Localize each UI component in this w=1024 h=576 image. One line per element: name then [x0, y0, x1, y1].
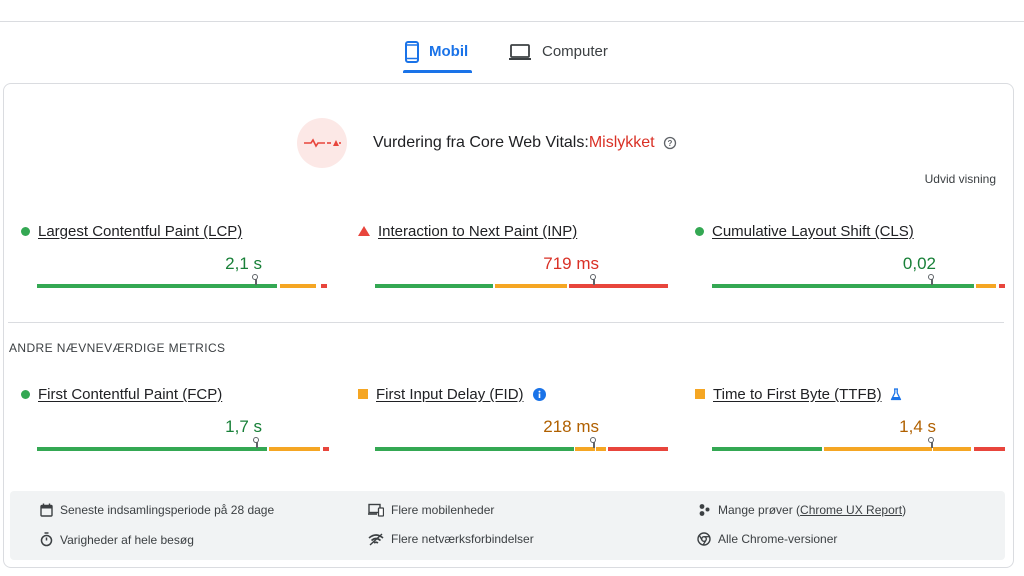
needs-improvement-status-icon — [695, 389, 705, 399]
distribution-bar — [703, 274, 1005, 288]
percentile-marker — [253, 437, 259, 448]
tab-mobile-label: Mobil — [429, 43, 469, 60]
metric-name-link[interactable]: Time to First Byte (TTFB) — [713, 385, 882, 403]
distribution-bar — [366, 274, 668, 288]
distribution-bar — [703, 437, 1005, 451]
footer-item-durations: Varigheder af hele besøg — [40, 532, 194, 547]
expand-view-link[interactable]: Udvid visning — [924, 172, 996, 186]
good-status-icon — [695, 226, 704, 236]
metric-value: 1,7 s — [225, 417, 262, 436]
percentile-marker — [928, 437, 934, 448]
wifi-icon — [368, 532, 384, 546]
footer-text: Flere netværksforbindelser — [391, 532, 534, 546]
tab-mobile[interactable]: Mobil — [403, 30, 473, 73]
percentile-marker — [590, 274, 596, 285]
vitals-card — [3, 83, 1014, 568]
laptop-icon — [508, 43, 532, 61]
distribution-bar — [29, 437, 329, 451]
metric-name-link[interactable]: Largest Contentful Paint (LCP) — [38, 222, 243, 240]
calendar-icon — [40, 503, 53, 517]
distribution-bar — [366, 437, 668, 451]
footer-text-suffix: ) — [902, 503, 907, 517]
other-metrics-heading: ANDRE NÆVNEVÆRDIGE METRICS — [9, 341, 226, 355]
top-divider — [0, 21, 1024, 22]
chrome-icon — [697, 532, 711, 546]
metric-value: 0,02 — [902, 254, 936, 273]
help-icon[interactable]: ? — [663, 136, 677, 150]
metric-name-link[interactable]: First Input Delay (FID) — [376, 385, 524, 403]
metric-value: 719 ms — [543, 254, 599, 273]
metric-value: 1,4 s — [899, 417, 936, 436]
chrome-ux-report-link[interactable]: Chrome UX Report — [800, 503, 903, 517]
tab-computer[interactable]: Computer — [508, 30, 618, 73]
section-divider — [8, 322, 1004, 323]
metric-ttfb: Time to First Byte (TTFB) 1,4 s — [695, 385, 1005, 455]
metric-name-link[interactable]: Cumulative Layout Shift (CLS) — [712, 222, 914, 240]
metric-value: 218 ms — [543, 417, 599, 436]
footer-item-period: Seneste indsamlingsperiode på 28 dage — [40, 503, 274, 517]
metric-fcp: First Contentful Paint (FCP) 1,7 s — [21, 385, 329, 455]
footer-text: Flere mobilenheder — [391, 503, 495, 517]
devices-icon — [368, 503, 384, 517]
poor-status-icon — [358, 226, 370, 236]
info-icon[interactable] — [532, 387, 546, 401]
assessment-title: Vurdering fra Core Web Vitals: — [373, 134, 589, 151]
footer-text: Mange prøver ( — [718, 503, 801, 517]
percentile-marker — [590, 437, 596, 448]
good-status-icon — [21, 226, 30, 236]
metric-lcp: Largest Contentful Paint (LCP) 2,1 s — [21, 222, 327, 292]
svg-text:?: ? — [667, 139, 672, 148]
footer-text: Alle Chrome-versioner — [718, 532, 838, 546]
footer-item-chrome: Alle Chrome-versioner — [697, 532, 837, 546]
footer-text: Varigheder af hele besøg — [60, 532, 194, 547]
percentile-marker — [928, 274, 934, 285]
tab-computer-label: Computer — [542, 43, 608, 60]
footer-item-devices: Flere mobilenheder — [368, 503, 494, 517]
footer-text: Seneste indsamlingsperiode på 28 dage — [60, 503, 275, 517]
metric-value: 2,1 s — [225, 254, 262, 273]
footer-item-samples: Mange prøver (Chrome UX Report) — [697, 503, 906, 517]
timer-icon — [40, 532, 53, 547]
footer-item-network: Flere netværksforbindelser — [368, 532, 534, 546]
flask-icon[interactable] — [890, 387, 902, 401]
failed-vitals-icon — [297, 118, 347, 168]
needs-improvement-status-icon — [358, 389, 368, 399]
metric-inp: Interaction to Next Paint (INP) 719 ms — [358, 222, 668, 292]
core-web-vitals-assessment: Vurdering fra Core Web Vitals: Mislykket … — [297, 117, 677, 169]
active-tab-indicator — [403, 70, 472, 73]
assessment-status: Mislykket — [588, 134, 655, 151]
device-tabs: Mobil Computer — [0, 30, 1024, 74]
distribution-bar — [29, 274, 327, 288]
metric-fid: First Input Delay (FID) 218 ms — [358, 385, 668, 455]
percentile-marker — [252, 274, 258, 285]
metric-name-link[interactable]: Interaction to Next Paint (INP) — [378, 222, 578, 240]
users-icon — [699, 504, 710, 516]
metric-name-link[interactable]: First Contentful Paint (FCP) — [38, 385, 223, 403]
good-status-icon — [21, 389, 30, 399]
data-info-panel — [10, 491, 1005, 560]
phone-icon — [405, 40, 419, 63]
metric-cls: Cumulative Layout Shift (CLS) 0,02 — [695, 222, 1005, 292]
